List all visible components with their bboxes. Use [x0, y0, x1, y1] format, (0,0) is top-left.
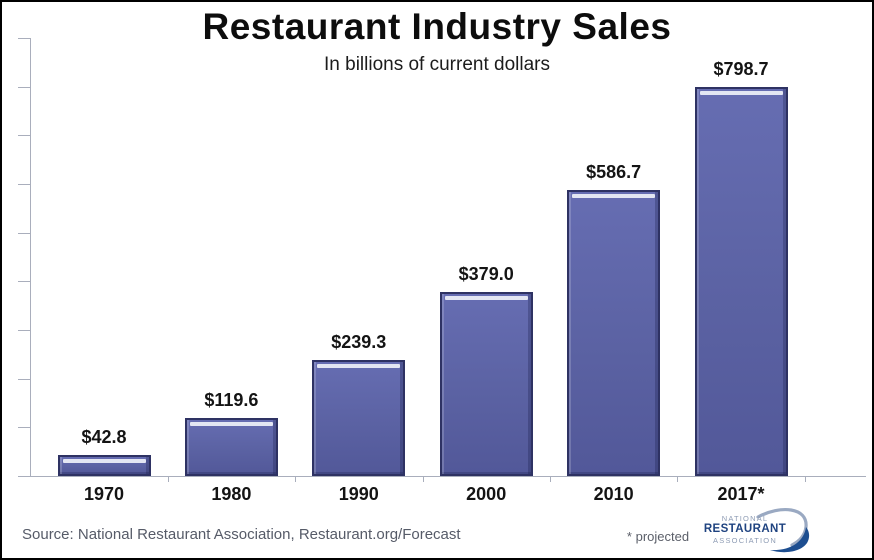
logo-text: NATIONAL RESTAURANT ASSOCIATION: [702, 514, 788, 545]
y-axis-tick: [18, 330, 30, 331]
logo-line-restaurant: RESTAURANT: [703, 523, 787, 535]
bar-top-highlight: [62, 459, 146, 463]
x-axis-tick: [422, 476, 424, 482]
logo-swoosh-icon: [756, 508, 810, 553]
chart-plot-area: $42.8 1970 $119.6 1980 $239.3 1990 $379.0 2000 $…: [18, 38, 866, 504]
bar-top-highlight: [572, 194, 656, 198]
bar-value-label: $42.8: [81, 427, 127, 447]
y-axis-tick: [18, 476, 30, 477]
projected-note: * projected: [626, 529, 690, 544]
bar-1970: [57, 455, 151, 476]
logo-line-association: ASSOCIATION: [713, 536, 777, 545]
y-axis-tick: [18, 232, 30, 234]
bar-2017: [694, 87, 788, 476]
x-axis-tick: [677, 476, 679, 482]
x-axis-tick: [167, 476, 169, 482]
y-axis-tick: [18, 378, 30, 380]
y-axis-tick: [18, 86, 30, 88]
bar-value-label: $798.7: [713, 59, 769, 79]
bar-top-highlight: [444, 296, 528, 300]
bar-1980: [184, 418, 278, 476]
bar-value-label: $586.7: [586, 162, 642, 182]
bar-top-highlight: [317, 364, 401, 368]
x-axis-tick: [804, 476, 806, 482]
bar-value-label: $379.0: [458, 264, 514, 284]
y-axis-line: [30, 38, 31, 476]
bar-2010: [567, 190, 661, 476]
y-axis-tick: [18, 135, 30, 137]
x-axis-tick: [549, 476, 551, 482]
bar-top-highlight: [189, 422, 273, 426]
x-axis-category-label: 1970: [83, 484, 125, 504]
x-axis-tick: [295, 476, 297, 482]
x-axis-category-label: 2000: [466, 484, 507, 504]
x-axis-line: [30, 476, 866, 477]
x-axis-category-label: 1990: [338, 484, 379, 504]
bar-1990: [312, 360, 406, 476]
logo-line-national: NATIONAL: [721, 514, 769, 523]
x-axis-category-label: 2017*: [717, 484, 765, 504]
chart-subtitle: In billions of current dollars: [324, 54, 550, 75]
bar-value-label: $239.3: [331, 332, 387, 352]
y-axis-tick: [18, 184, 30, 185]
source-note: Source: National Restaurant Association,…: [22, 526, 461, 543]
chart-title: Restaurant Industry Sales: [202, 6, 672, 47]
y-axis-tick: [18, 427, 30, 429]
y-axis-tick: [18, 38, 30, 39]
bar-value-label: $119.6: [204, 390, 259, 410]
bar-top-highlight: [699, 91, 783, 95]
national-restaurant-association-logo: NATIONAL RESTAURANT ASSOCIATION: [702, 508, 814, 556]
x-axis-category-label: 1980: [211, 484, 252, 504]
x-axis-category-label: 2010: [593, 484, 634, 504]
bar-2000: [439, 292, 533, 476]
y-axis-tick: [18, 281, 30, 283]
